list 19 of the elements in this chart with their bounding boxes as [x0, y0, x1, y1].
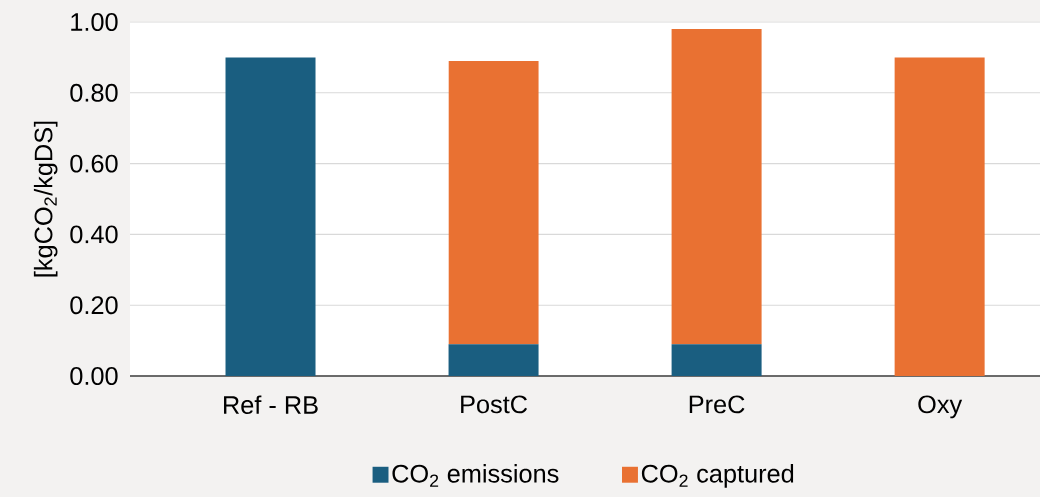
- bar: [671, 29, 762, 345]
- bar: [448, 344, 539, 376]
- x-tick-label: PostC: [461, 395, 528, 414]
- bar: [448, 60, 539, 345]
- y-tick-label: 0.60: [70, 154, 118, 173]
- bar: [894, 57, 985, 376]
- legend-label: CO$_{2}$ emissions: [392, 464, 559, 487]
- y-tick-label: 0.80: [70, 83, 118, 102]
- y-tick-label: 0.40: [70, 225, 118, 244]
- y-tick-label: 1.00: [71, 13, 118, 31]
- x-tick-label: PreC: [689, 395, 745, 414]
- x-tick-label: Ref - RB: [224, 395, 318, 414]
- y-axis-title: [kgCO$_{2}$/kgDS]: [33, 121, 58, 277]
- x-tick-label: Oxy: [918, 395, 963, 419]
- y-tick-label: 0.00: [70, 367, 118, 385]
- bar: [671, 344, 762, 376]
- y-tick-label: 0.20: [70, 296, 118, 315]
- legend-label: CO$_{2}$ captured: [641, 464, 794, 488]
- bar: [225, 57, 316, 376]
